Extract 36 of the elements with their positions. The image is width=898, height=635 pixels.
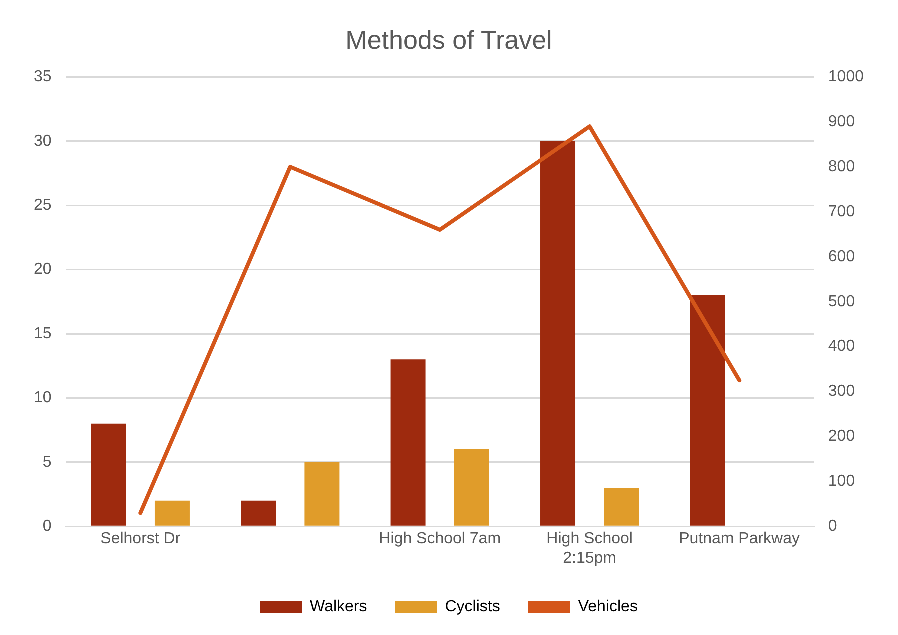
- y2-tick-label: 400: [828, 338, 856, 356]
- x-tick-label: High School 7am: [379, 530, 502, 548]
- y-tick-label: 20: [34, 261, 52, 278]
- y2-tick-label: 700: [828, 203, 856, 220]
- y2-tick-label: 300: [828, 383, 856, 400]
- y-tick-label: 5: [42, 454, 52, 471]
- bar: [454, 450, 490, 526]
- x-tick-label: High School 2:15pm: [546, 530, 633, 567]
- bar: [91, 424, 126, 526]
- legend-label: Vehicles: [578, 598, 638, 616]
- y-tick-label: 35: [34, 68, 52, 86]
- y2-tick-label: 1000: [828, 68, 864, 86]
- y2-tick-label: 0: [828, 518, 838, 536]
- y2-tick-label: 200: [828, 428, 856, 446]
- legend-label: Cyclists: [445, 598, 500, 616]
- y-tick-label: 10: [34, 390, 52, 407]
- x-tick-label: Selhorst Dr: [100, 530, 182, 548]
- x-tick-label: Putnam Parkway: [679, 530, 800, 548]
- y2-tick-label: 600: [828, 248, 856, 266]
- y-tick-label: 0: [42, 518, 52, 536]
- bar: [390, 360, 426, 526]
- bar: [540, 141, 576, 526]
- bar: [241, 500, 276, 526]
- y2-tick-label: 800: [828, 158, 856, 176]
- y2-tick-label: 900: [828, 114, 856, 131]
- y2-tick-label: 500: [828, 293, 856, 310]
- bar: [304, 462, 340, 526]
- y2-tick-label: 100: [828, 473, 856, 490]
- y-tick-label: 25: [34, 197, 52, 214]
- bar: [690, 295, 726, 526]
- bar: [154, 500, 190, 526]
- legend-label: Walkers: [310, 598, 368, 616]
- bar: [604, 488, 640, 526]
- y-tick-label: 15: [34, 325, 52, 342]
- y-tick-label: 30: [34, 132, 52, 150]
- chart-title: Methods of Travel: [346, 24, 552, 55]
